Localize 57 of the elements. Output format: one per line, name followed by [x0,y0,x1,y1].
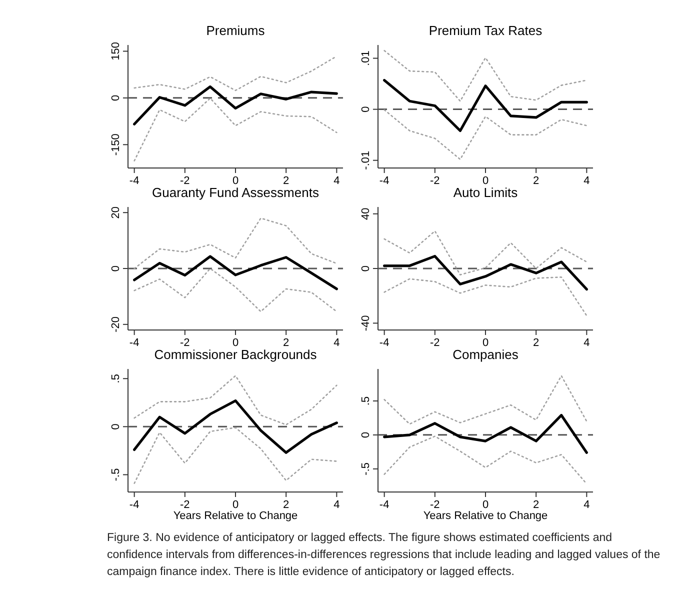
x-tick-label: -2 [180,175,190,187]
x-tick-label: 2 [283,499,290,511]
x-tick-label: -4 [379,337,390,349]
x-tick-label: -4 [379,175,390,187]
x-tick-label: 4 [334,337,340,349]
y-tick-label: -20 [110,316,122,332]
y-tick-label: -.5 [110,468,122,482]
x-tick-label: -4 [129,175,140,187]
y-tick-label: 0 [110,424,122,430]
x-tick-label: -2 [430,337,440,349]
x-tick-label: 4 [584,337,590,349]
chart-title: Commissioner Backgrounds [154,347,318,362]
x-tick-label: -2 [180,499,190,511]
x-tick-label: 4 [584,175,590,187]
x-tick-label: 4 [334,499,340,511]
y-tick-label: .5 [110,374,122,384]
y-tick-label: 0 [360,265,372,272]
caption: Figure 3. No evidence of anticipatory or lagged effects. The figure shows estimated coefficients and confidence intervals from differences-in-differences regressions that include leading and lagged values of the campaign finance index. There is little evidence of anticipatory or lagged effects. [107,531,662,580]
chart-title: Auto Limits [453,185,518,200]
y-tick-label: -40 [360,315,372,332]
chart-title: Premium Tax Rates [428,23,543,38]
x-tick-label: -4 [129,499,140,511]
x-tick-label: -2 [430,499,440,511]
x-tick-label: 0 [482,337,489,349]
x-tick-label: 2 [283,337,290,349]
x-tick-label: 2 [283,175,290,187]
y-tick-label: 0 [110,265,122,272]
x-tick-label: -4 [129,337,140,349]
y-tick-label: 0 [360,106,372,112]
y-tick-label: -.01 [360,150,372,170]
x-tick-label: -4 [379,499,390,511]
x-tick-label: 0 [482,175,489,187]
x-tick-label: 0 [482,499,489,511]
chart-title: Companies [452,347,519,362]
chart-title: Premiums [206,23,266,38]
y-tick-label: .5 [360,396,372,406]
y-tick-label: -.5 [360,462,372,476]
x-tick-label: -2 [430,175,440,187]
x-tick-label: 0 [232,175,239,187]
x-tick-label: 0 [232,337,239,349]
y-tick-label: 20 [110,206,122,219]
y-tick-label: .01 [360,50,372,66]
y-tick-label: 150 [110,42,122,60]
x-tick-label: 4 [584,499,590,511]
x-tick-label: -2 [180,337,190,349]
y-tick-label: 0 [360,432,372,438]
y-tick-label: 0 [110,94,122,101]
x-tick-label: 2 [533,337,540,349]
x-tick-label: 0 [232,499,239,511]
x-axis-title: Years Relative to Change [173,510,298,522]
x-axis-title: Years Relative to Change [423,510,548,522]
y-tick-label: -150 [110,134,122,156]
x-tick-label: 4 [334,175,340,187]
chart-title: Guaranty Fund Assessments [152,185,320,200]
x-tick-label: 2 [533,175,540,187]
y-tick-label: 40 [360,208,372,220]
x-tick-label: 2 [533,499,540,511]
